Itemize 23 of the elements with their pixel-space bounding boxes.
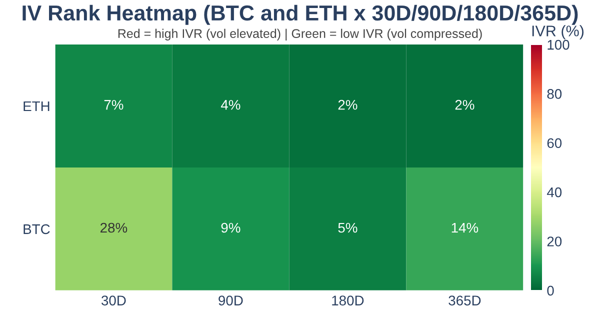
data-label: 7% (104, 100, 124, 110)
y-tick-label: BTC (24, 224, 50, 234)
color-bar-label: 80 (547, 89, 562, 99)
color-bar-label: 40 (546, 187, 562, 198)
data-label: 14% (452, 222, 478, 233)
data-label: 28% (100, 222, 128, 233)
data-label: 2% (338, 100, 358, 110)
chart-title: IV Rank Heatmap (BTC and ETH x 30D/90D/180D/365D) (22, 4, 578, 25)
data-label: 9% (221, 222, 240, 233)
color-bar-title: IVR (%) (532, 25, 584, 40)
color-bar-label: 0 (547, 286, 554, 296)
x-tick-label: 180D (332, 296, 364, 306)
color-bar-label: 20 (547, 236, 562, 246)
color-bar-label: 60 (547, 138, 562, 148)
y-tick-label: ETH (24, 101, 50, 112)
data-label: 2% (455, 100, 474, 110)
data-label: 4% (220, 100, 240, 110)
chart-subtitle: Red = high IVR (vol elevated) | Green = low IVR (vol compressed) (118, 28, 482, 41)
data-label: 5% (338, 222, 358, 233)
color-bar-label: 100 (548, 40, 570, 50)
x-tick-label: 30D (101, 296, 126, 306)
x-tick-label: 365D (448, 296, 481, 306)
x-tick-label: 90D (218, 296, 243, 306)
